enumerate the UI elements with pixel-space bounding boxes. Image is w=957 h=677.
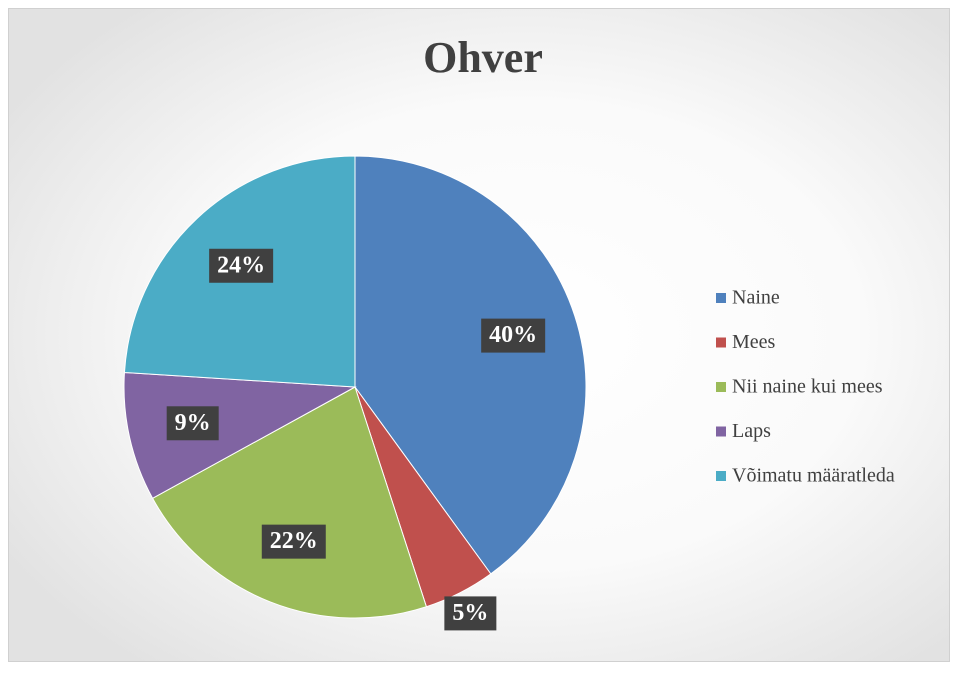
pie-slice <box>354 155 587 575</box>
data-label-box <box>209 248 274 283</box>
data-label: 24% <box>209 248 274 283</box>
data-label: 40% <box>481 318 546 353</box>
pie-slice <box>151 386 428 619</box>
legend-label: Laps <box>732 420 771 442</box>
pie-slice <box>123 371 357 499</box>
legend-swatch <box>716 382 726 392</box>
data-label-text: 22% <box>270 528 318 554</box>
data-label-box <box>166 406 219 441</box>
data-label: 22% <box>261 524 326 559</box>
legend-label: Nii naine kui mees <box>732 376 883 398</box>
data-label: 5% <box>444 596 497 631</box>
legend-label: Võimatu määratleda <box>732 465 895 487</box>
legend-swatch <box>716 471 726 481</box>
data-label-box <box>481 318 546 353</box>
data-label-box <box>261 524 326 559</box>
legend-swatch <box>716 293 726 303</box>
legend-swatch <box>716 426 726 437</box>
legend-swatch <box>716 337 726 348</box>
data-label-text: 40% <box>489 322 537 348</box>
chart-title: Ohver <box>423 33 543 82</box>
data-label-text: 5% <box>452 600 488 626</box>
data-label: 9% <box>166 406 219 441</box>
legend-label: Naine <box>732 287 780 309</box>
data-label-text: 24% <box>217 252 265 278</box>
data-label-text: 9% <box>175 410 211 436</box>
legend-label: Mees <box>732 331 776 353</box>
data-label-box <box>444 596 497 631</box>
